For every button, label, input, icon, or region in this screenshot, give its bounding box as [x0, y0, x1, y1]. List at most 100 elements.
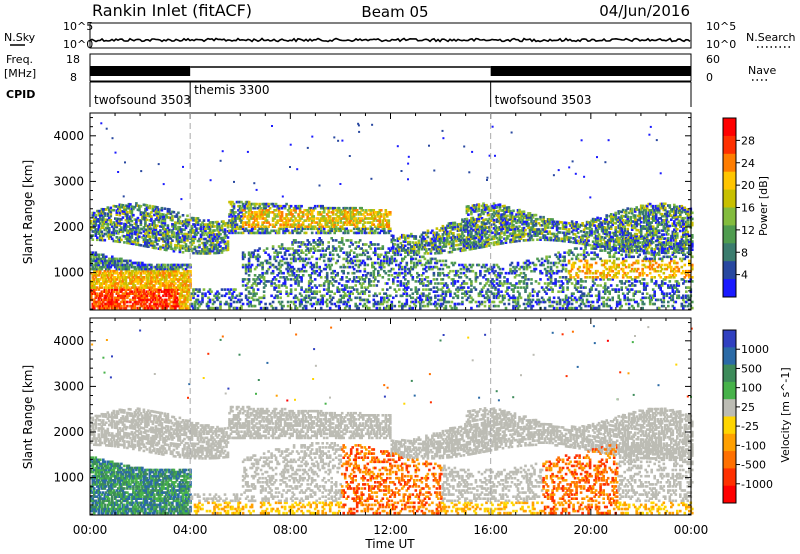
power-cell: [183, 278, 186, 281]
power-cell: [368, 290, 371, 293]
power-cell: [232, 300, 236, 304]
power-cell: [165, 292, 168, 295]
power-cell: [136, 278, 140, 281]
power-cell: [109, 206, 113, 210]
power-cell: [133, 232, 137, 236]
power-cell: [111, 290, 114, 293]
power-cell: [120, 226, 123, 229]
power-cell: [172, 298, 176, 302]
power-cell: [151, 280, 155, 283]
power-cell: [168, 286, 171, 289]
power-cell: [437, 294, 440, 298]
power-cell: [306, 300, 309, 304]
power-cell: [202, 288, 206, 291]
power-cell: [100, 236, 104, 240]
power-cell: [458, 263, 461, 267]
power-cell: [114, 280, 117, 283]
power-cell: [148, 214, 152, 218]
power-cell: [142, 211, 146, 215]
power-cell: [103, 296, 107, 300]
power-cell: [174, 292, 177, 295]
power-cell: [112, 233, 116, 237]
beam-title: Beam 05: [361, 3, 428, 21]
power-cell: [169, 216, 173, 220]
power-cell: [174, 267, 177, 271]
power-cell: [177, 284, 180, 287]
power-cell: [100, 294, 104, 298]
power-cell: [148, 274, 152, 277]
power-cell: [100, 226, 104, 229]
power-cell: [455, 306, 458, 310]
power-cell: [91, 265, 95, 269]
power-cell: [166, 244, 170, 248]
power-cell: [130, 269, 134, 273]
power-cell: [337, 288, 341, 291]
power-cell: [183, 240, 186, 244]
power-cell: [267, 280, 270, 283]
power-cell: [126, 225, 129, 228]
power-cell: [112, 261, 116, 265]
power-cell: [312, 302, 315, 306]
power-cell: [277, 280, 281, 283]
power-cell: [172, 223, 176, 226]
power-cell: [120, 218, 123, 221]
power-cell: [386, 288, 389, 291]
power-cell: [151, 236, 155, 239]
power-cell: [126, 267, 129, 271]
power-cell: [159, 280, 162, 283]
power-cell: [301, 274, 305, 277]
power-cell: [126, 229, 129, 232]
power-cell: [105, 306, 108, 310]
power-cell: [121, 276, 125, 279]
power-cell: [100, 224, 104, 227]
power-cell: [153, 221, 156, 225]
power-cell: [117, 298, 120, 302]
power-cell: [186, 237, 189, 240]
power-cell: [181, 238, 185, 242]
power-cell: [318, 249, 321, 252]
power-cell: [130, 242, 134, 245]
power-cell: [174, 269, 177, 273]
power-cell: [135, 224, 138, 228]
power-cell: [129, 300, 132, 304]
power-cell: [178, 228, 182, 231]
power-cell: [114, 261, 117, 265]
power-cell: [304, 231, 308, 235]
power-cell: [93, 274, 96, 277]
power-cell: [171, 265, 174, 269]
power-cell: [174, 223, 177, 226]
power-cell: [114, 282, 117, 285]
power-cell: [184, 290, 188, 293]
power-cell: [91, 274, 95, 277]
power-cell: [183, 238, 186, 242]
power-cell: [174, 248, 177, 251]
power-cell: [91, 230, 95, 233]
power-cell: [109, 210, 113, 214]
power-cell: [91, 211, 95, 215]
power-cell: [159, 247, 162, 251]
power-cell: [120, 274, 123, 277]
power-cell: [105, 218, 108, 222]
power-cell: [157, 237, 161, 240]
power-cell: [160, 284, 164, 287]
power-cell: [169, 269, 173, 273]
power-cell: [393, 304, 397, 308]
power-cell: [105, 292, 108, 295]
power-cell: [106, 261, 110, 265]
power-cell: [126, 259, 129, 263]
power-cell: [166, 269, 170, 273]
power-cell: [181, 286, 185, 289]
power-cell: [159, 284, 162, 287]
power-cell: [169, 278, 173, 281]
power-cell: [121, 282, 125, 285]
power-cell: [145, 234, 149, 238]
power-cell: [136, 261, 140, 265]
power-cell: [139, 211, 143, 214]
power-cell: [96, 274, 99, 277]
power-cell: [243, 278, 246, 281]
power-cell: [198, 243, 201, 247]
power-cell: [453, 235, 457, 239]
power-cell: [126, 261, 129, 265]
power-cell: [310, 286, 314, 289]
power-cell: [96, 263, 99, 267]
